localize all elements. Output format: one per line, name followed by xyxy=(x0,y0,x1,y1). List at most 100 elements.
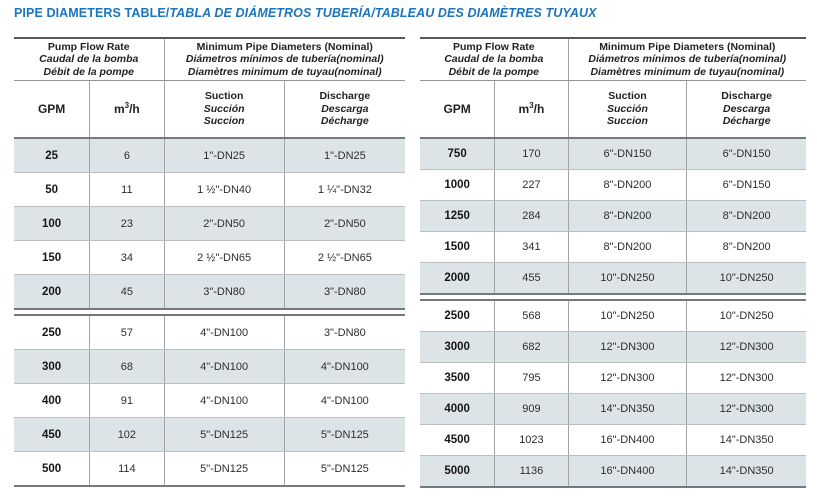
cell-suction: 8"-DN200 xyxy=(569,170,688,200)
cell-m3h: 23 xyxy=(90,207,165,240)
cell-suction: 16"-DN400 xyxy=(569,456,688,486)
cell-m3h: 227 xyxy=(495,170,569,200)
header-discharge: Discharge Descarga Décharge xyxy=(687,81,806,137)
header-column-row: GPM m3/h Suction Succión Succion Dischar… xyxy=(14,81,405,137)
cell-m3h: 91 xyxy=(90,384,165,417)
cell-suction: 10"-DN250 xyxy=(569,301,688,331)
table-row: 1500 341 8"-DN200 8"-DN200 xyxy=(420,231,806,262)
cell-m3h: 909 xyxy=(495,394,569,424)
cell-discharge: 1 ¼"-DN32 xyxy=(317,183,372,196)
cell-suction: 1"-DN25 xyxy=(165,139,285,172)
header-discharge-fr: Décharge xyxy=(320,115,369,128)
cell-m3h: 284 xyxy=(495,201,569,231)
cell-gpm: 3000 xyxy=(420,332,496,362)
table-row: 2000 455 10"-DN250 10"-DN250 xyxy=(420,262,806,293)
cell-suction: 5"-DN125 xyxy=(165,452,285,485)
cell-discharge: 3"-DN80 xyxy=(323,326,366,339)
cell-m3h: 1136 xyxy=(495,456,569,486)
cell-gpm: 4500 xyxy=(420,425,496,455)
cell-m3h: 455 xyxy=(495,263,569,293)
header-suction-es: Succión xyxy=(203,102,245,115)
cell-gpm: 1500 xyxy=(420,232,496,262)
header-dia-fr: Diamètres minimum de tuyau(nominal) xyxy=(590,65,785,78)
header-suction-es: Succión xyxy=(607,102,648,115)
header-dia-es: Diámetros mínimos de tubería(nominal) xyxy=(588,53,787,66)
table-row: 25 6 1"-DN25 1"-DN25 xyxy=(14,139,405,172)
header-flow-en: Pump Flow Rate xyxy=(47,40,130,53)
header-dia-es: Diámetros mínimos de tubería(nominal) xyxy=(185,53,384,66)
pipe-table-high-flow: Pump Flow Rate Caudal de la bomba Débit … xyxy=(420,37,806,488)
cell-gpm: 4000 xyxy=(420,394,496,424)
header-m3h-label: m3/h xyxy=(113,101,140,117)
header-m3h-label: m3/h xyxy=(518,101,545,117)
table-row: 1000 227 8"-DN200 6"-DN150 xyxy=(420,169,806,200)
cell-m3h: 57 xyxy=(90,316,165,349)
table-row: 150 34 2 ½"-DN65 2 ½"-DN65 xyxy=(14,240,405,274)
header-dia-en: Minimum Pipe Diameters (Nominal) xyxy=(196,40,373,53)
cell-m3h: 34 xyxy=(90,241,165,274)
header-discharge: Discharge Descarga Décharge xyxy=(285,81,405,137)
cell-discharge: 4"-DN100 xyxy=(320,360,369,373)
cell-m3h: 102 xyxy=(90,418,165,451)
header-gpm: GPM xyxy=(420,81,496,137)
cell-discharge: 10"-DN250 xyxy=(719,272,774,284)
page-title-main: PIPE DIAMETERS TABLE/ xyxy=(14,6,170,20)
cell-m3h: 568 xyxy=(495,301,569,331)
cell-discharge: 12"-DN300 xyxy=(719,403,774,415)
header-flow-fr: Débit de la pompe xyxy=(448,65,540,78)
cell-suction: 16"-DN400 xyxy=(569,425,688,455)
cell-gpm: 500 xyxy=(14,452,91,485)
cell-gpm: 1000 xyxy=(420,170,496,200)
header-discharge-es: Descarga xyxy=(722,102,771,115)
header-m3h: m3/h xyxy=(495,81,569,137)
header-gpm-label: GPM xyxy=(37,102,66,116)
header-pump-flow-rate: Pump Flow Rate Caudal de la bomba Débit … xyxy=(420,39,569,80)
cell-m3h: 114 xyxy=(90,452,165,485)
table-header: Pump Flow Rate Caudal de la bomba Débit … xyxy=(14,37,405,137)
cell-gpm: 50 xyxy=(14,173,91,206)
cell-gpm: 2000 xyxy=(420,263,496,293)
header-gpm-label: GPM xyxy=(443,102,471,116)
header-suction: Suction Succión Succion xyxy=(165,81,285,137)
table-row: 500 114 5"-DN125 5"-DN125 xyxy=(14,451,405,485)
cell-gpm: 100 xyxy=(14,207,91,240)
pipe-table-low-flow: Pump Flow Rate Caudal de la bomba Débit … xyxy=(14,37,405,487)
page-title: PIPE DIAMETERS TABLE/TABLA DE DIÁMETROS … xyxy=(14,6,597,20)
cell-discharge: 1"-DN25 xyxy=(323,149,366,162)
cell-discharge: 3"-DN80 xyxy=(323,285,366,298)
cell-m3h: 341 xyxy=(495,232,569,262)
cell-m3h: 682 xyxy=(495,332,569,362)
table-row: 200 45 3"-DN80 3"-DN80 xyxy=(14,274,405,308)
cell-discharge: 6"-DN150 xyxy=(722,148,771,160)
cell-suction: 12"-DN300 xyxy=(569,332,688,362)
cell-discharge: 6"-DN150 xyxy=(722,179,771,191)
cell-gpm: 1250 xyxy=(420,201,496,231)
cell-gpm: 200 xyxy=(14,275,91,308)
header-flow-fr: Débit de la pompe xyxy=(43,65,134,78)
header-group-row: Pump Flow Rate Caudal de la bomba Débit … xyxy=(14,39,405,81)
header-suction-fr: Succion xyxy=(607,115,648,128)
cell-gpm: 450 xyxy=(14,418,91,451)
cell-m3h: 6 xyxy=(90,139,165,172)
cell-gpm: 300 xyxy=(14,350,91,383)
cell-discharge: 8"-DN200 xyxy=(722,241,771,253)
header-discharge-es: Descarga xyxy=(321,102,369,115)
cell-suction: 4"-DN100 xyxy=(165,350,285,383)
cell-m3h: 170 xyxy=(495,139,569,169)
table-row: 4500 1023 16"-DN400 14"-DN350 xyxy=(420,424,806,455)
header-m3h: m3/h xyxy=(90,81,165,137)
cell-suction: 12"-DN300 xyxy=(569,363,688,393)
cell-m3h: 795 xyxy=(495,363,569,393)
table-row: 50 11 1 ½"-DN40 1 ¼"-DN32 xyxy=(14,172,405,206)
cell-m3h: 11 xyxy=(90,173,165,206)
cell-suction: 10"-DN250 xyxy=(569,263,688,293)
table-row: 250 57 4"-DN100 3"-DN80 xyxy=(14,316,405,349)
cell-discharge: 2"-DN50 xyxy=(323,217,366,230)
header-group-row: Pump Flow Rate Caudal de la bomba Débit … xyxy=(420,39,806,81)
header-gpm: GPM xyxy=(14,81,91,137)
header-suction-en: Suction xyxy=(608,90,647,103)
cell-suction: 8"-DN200 xyxy=(569,201,688,231)
cell-discharge: 14"-DN350 xyxy=(719,465,774,477)
table-row: 100 23 2"-DN50 2"-DN50 xyxy=(14,206,405,240)
cell-discharge: 5"-DN125 xyxy=(320,428,369,441)
